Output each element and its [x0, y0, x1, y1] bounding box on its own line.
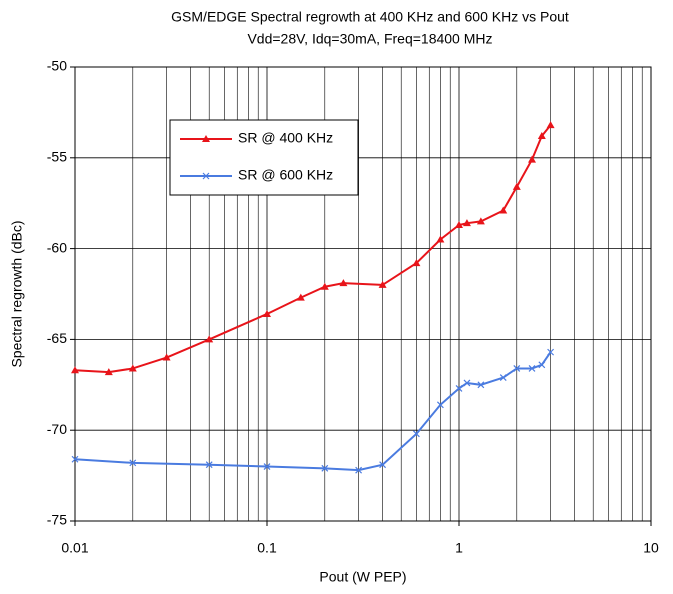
- y-tick-label: -75: [47, 512, 67, 528]
- legend-label: SR @ 600 KHz: [238, 167, 333, 183]
- point-marker: [320, 282, 329, 290]
- point-marker: [71, 366, 79, 374]
- point-marker: [412, 430, 420, 438]
- point-marker: [129, 459, 137, 467]
- point-marker: [436, 235, 445, 243]
- y-tick-label: -55: [47, 149, 67, 165]
- point-marker: [205, 461, 213, 469]
- chart-title: GSM/EDGE Spectral regrowth at 400 KHz an…: [171, 9, 569, 25]
- point-marker: [462, 219, 471, 227]
- point-marker: [528, 155, 537, 163]
- x-tick-label: 0.01: [61, 540, 88, 556]
- chart-subtitle: Vdd=28V, Idq=30mA, Freq=18400 MHz: [247, 31, 492, 47]
- legend: SR @ 400 KHz SR @ 600 KHz: [169, 119, 359, 196]
- plot-frame: [74, 66, 652, 522]
- point-marker: [378, 280, 387, 288]
- point-marker: [296, 293, 305, 301]
- point-marker: [547, 348, 555, 356]
- x-tick-label: 0.1: [257, 540, 277, 556]
- point-marker: [528, 365, 536, 372]
- point-marker: [455, 385, 463, 392]
- point-marker: [71, 455, 79, 463]
- legend-marker: [202, 172, 210, 180]
- x-tick-label: 1: [455, 540, 463, 556]
- y-tick-label: -70: [47, 421, 67, 437]
- point-marker: [455, 220, 463, 228]
- legend-marker: [202, 135, 210, 142]
- point-marker: [436, 401, 444, 409]
- point-marker: [412, 259, 421, 267]
- legend-box: [169, 119, 359, 196]
- point-marker: [104, 368, 113, 376]
- point-marker: [263, 309, 271, 317]
- y-tick-label: -60: [47, 239, 67, 255]
- point-marker: [321, 464, 329, 472]
- y-axis-label: Spectral regrowth (dBc): [9, 220, 25, 367]
- point-marker: [512, 182, 521, 190]
- point-marker: [499, 374, 507, 381]
- point-marker: [538, 361, 546, 369]
- series-line: [74, 124, 552, 374]
- x-tick-label: 10: [643, 540, 659, 556]
- point-marker: [476, 217, 485, 225]
- point-marker: [162, 353, 171, 361]
- point-marker: [379, 461, 387, 469]
- point-marker: [128, 364, 137, 372]
- series-line: [74, 351, 552, 472]
- point-marker: [355, 466, 363, 474]
- y-tick-label: -65: [47, 330, 67, 346]
- point-marker: [263, 463, 271, 470]
- point-marker: [513, 365, 521, 372]
- legend-label: SR @ 400 KHz: [238, 130, 333, 146]
- point-marker: [205, 335, 214, 343]
- point-marker: [537, 132, 546, 140]
- point-marker: [339, 279, 348, 287]
- point-marker: [499, 206, 508, 214]
- point-marker: [546, 121, 555, 129]
- point-marker: [463, 379, 471, 387]
- x-axis-label: Pout (W PEP): [319, 569, 406, 585]
- point-marker: [477, 381, 485, 389]
- y-tick-label: -50: [47, 58, 67, 74]
